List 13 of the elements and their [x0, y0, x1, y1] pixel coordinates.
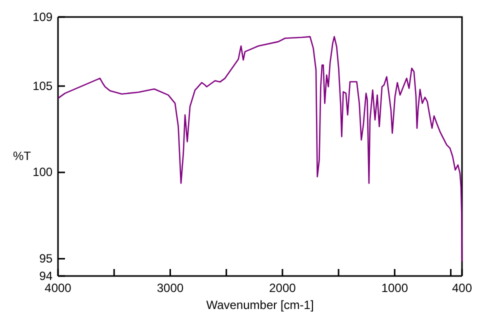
y-tick-label: 105 — [32, 78, 53, 93]
x-tick-label: 4000 — [44, 281, 72, 296]
x-tick-label: 1000 — [381, 281, 408, 296]
x-axis-title: Wavenumber [cm-1] — [206, 298, 314, 312]
y-axis-title: %T — [13, 149, 32, 163]
x-tick-label: 2000 — [269, 281, 296, 296]
x-tick-label: 400 — [452, 281, 472, 296]
y-tick-label: 109 — [32, 10, 53, 24]
y-tick-label: 94 — [39, 268, 53, 283]
y-tick-label: 100 — [32, 165, 53, 180]
y-tick-label: 95 — [39, 252, 53, 266]
x-tick-label: 3000 — [156, 281, 184, 296]
line-series — [57, 36, 463, 262]
